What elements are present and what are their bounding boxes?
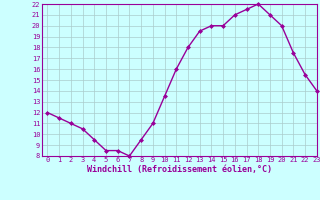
X-axis label: Windchill (Refroidissement éolien,°C): Windchill (Refroidissement éolien,°C): [87, 165, 272, 174]
